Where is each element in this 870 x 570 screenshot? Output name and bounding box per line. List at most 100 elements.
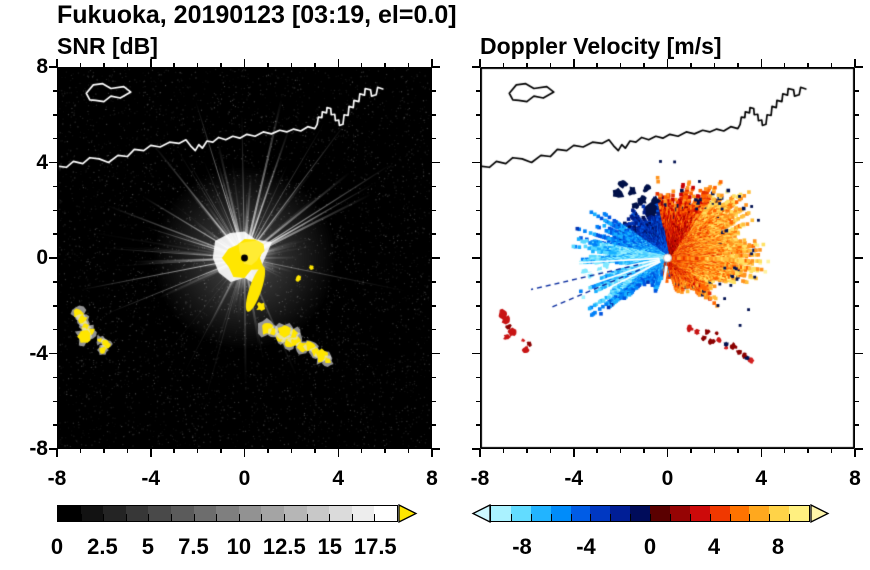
x-axis-tick — [196, 449, 199, 453]
y-axis-tick — [476, 305, 480, 307]
x-axis-tick — [830, 449, 833, 453]
colorbar-boundary-tick — [789, 514, 791, 521]
colorbar-segment — [261, 506, 284, 521]
y-axis-tick — [476, 90, 480, 92]
colorbar-segment — [789, 506, 809, 521]
y-axis-tick — [432, 209, 436, 211]
x-axis-tick — [807, 63, 809, 67]
x-axis-tick — [360, 63, 363, 67]
colorbar-boundary-tick — [669, 514, 671, 521]
y-axis-tick — [476, 114, 480, 116]
y-axis-tick — [855, 209, 859, 211]
x-axis-tick — [56, 449, 58, 457]
figure-title: Fukuoka, 20190123 [03:19, el=0.0] — [57, 1, 457, 29]
y-axis-tick — [432, 257, 440, 259]
colorbar-boundary-tick — [510, 514, 512, 521]
x-axis-tick — [290, 63, 293, 67]
y-axis-tick — [49, 257, 57, 259]
colorbar-boundary-tick — [530, 514, 532, 521]
colorbar-segment — [650, 506, 670, 521]
y-axis-tick — [49, 66, 57, 68]
x-axis-tick — [854, 59, 856, 67]
colorbar-boundary-tick — [769, 514, 771, 521]
colorbar-tick-label: 8 — [771, 534, 785, 559]
colorbar-boundary-tick — [550, 514, 552, 521]
velocity-colorbar — [490, 505, 810, 522]
x-axis-tick — [243, 449, 246, 457]
velocity-colorbar-overflow-arrow-icon — [810, 504, 830, 523]
colorbar-boundary-tick — [689, 514, 691, 521]
snr-panel-title: SNR [dB] — [57, 33, 158, 59]
colorbar-segment — [238, 506, 262, 521]
x-axis-tick — [407, 63, 410, 67]
snr-heatmap — [57, 67, 432, 449]
colorbar-segment — [170, 506, 194, 521]
y-axis-tick — [476, 185, 480, 188]
colorbar-boundary-tick — [103, 514, 105, 521]
x-axis-tick — [267, 63, 269, 67]
y-axis-tick — [855, 90, 859, 92]
x-tick-label: -8 — [470, 467, 490, 490]
y-axis-tick — [432, 400, 436, 402]
colorbar-segment — [510, 506, 531, 521]
x-axis-tick — [760, 449, 762, 457]
x-axis-tick — [479, 449, 481, 457]
x-axis-tick — [549, 63, 552, 67]
y-axis-tick — [432, 137, 436, 140]
y-axis-tick — [432, 114, 436, 116]
y-axis-tick — [476, 281, 480, 283]
x-tick-label: 4 — [755, 467, 768, 490]
colorbar-boundary-tick — [729, 514, 731, 521]
y-tick-label: -4 — [29, 341, 48, 365]
x-axis-tick — [479, 59, 481, 67]
y-axis-tick — [855, 114, 859, 116]
x-axis-tick — [526, 63, 528, 67]
x-axis-tick — [220, 63, 222, 67]
x-axis-tick — [314, 63, 316, 67]
y-axis-tick — [476, 137, 480, 140]
y-axis-tick — [472, 257, 480, 259]
colorbar-tick-label: 12.5 — [262, 534, 306, 559]
colorbar-segment — [216, 506, 239, 521]
y-tick-label: 4 — [36, 150, 48, 174]
x-axis-tick — [196, 63, 199, 67]
colorbar-tick-label: 5 — [141, 534, 155, 559]
y-axis-tick — [432, 233, 436, 235]
x-axis-tick — [549, 449, 552, 453]
y-axis-tick — [432, 281, 436, 283]
y-axis-tick — [53, 400, 57, 402]
y-axis-tick — [53, 233, 57, 235]
x-axis-tick — [690, 449, 692, 453]
x-axis-tick — [666, 59, 669, 67]
x-axis-tick — [173, 63, 175, 67]
x-axis-tick — [713, 449, 716, 453]
y-axis-tick — [53, 281, 57, 283]
y-axis-tick — [472, 161, 480, 164]
colorbar-tick-label: 0 — [50, 534, 64, 559]
y-axis-tick — [53, 90, 57, 92]
y-axis-tick — [53, 305, 57, 307]
y-axis-tick — [476, 328, 480, 331]
y-axis-tick — [476, 424, 480, 426]
x-tick-label: 0 — [238, 467, 251, 490]
y-axis-tick — [472, 352, 480, 355]
y-axis-tick — [432, 424, 436, 426]
colorbar-tick-label: 4 — [707, 534, 721, 559]
colorbar-boundary-tick — [374, 514, 376, 521]
y-axis-tick — [53, 137, 57, 140]
colorbar-boundary-tick — [125, 514, 127, 521]
y-axis-tick — [432, 185, 436, 188]
x-axis-tick — [502, 63, 505, 67]
y-axis-tick — [432, 305, 436, 307]
y-axis-tick — [53, 114, 57, 116]
colorbar-tick-label: 2.5 — [87, 534, 118, 559]
colorbar-tick-label: 17.5 — [353, 534, 397, 559]
y-axis-tick — [476, 233, 480, 235]
velocity-panel-title: Doppler Velocity [m/s] — [480, 33, 722, 59]
y-axis-tick — [855, 448, 863, 450]
colorbar-segment — [550, 506, 571, 521]
colorbar-boundary-tick — [650, 514, 651, 521]
colorbar-segment — [570, 506, 591, 521]
x-axis-tick — [431, 449, 433, 457]
x-axis-tick — [573, 449, 575, 457]
